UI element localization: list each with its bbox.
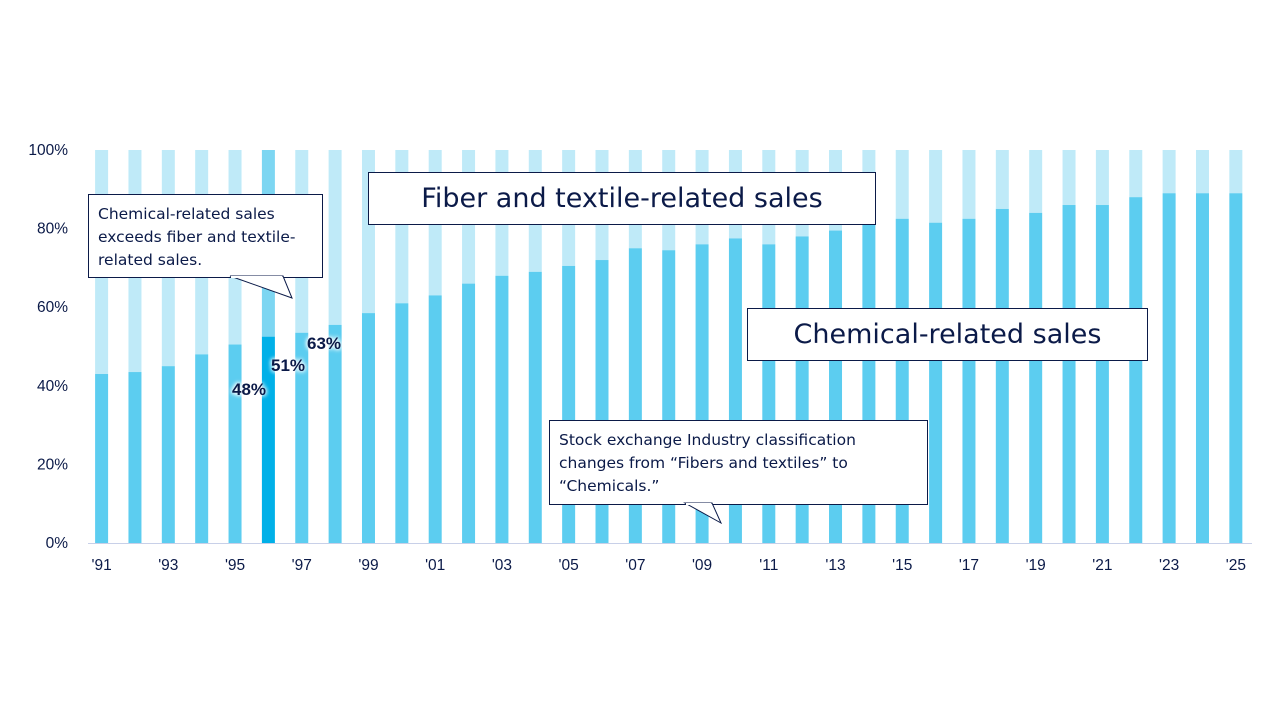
bar-chemical-20 (1062, 205, 1076, 543)
bar-chemical-24 (1195, 193, 1209, 544)
bar-chemical-00 (395, 303, 409, 543)
y-tick-label: 80% (37, 221, 68, 238)
bar-fiber-18 (995, 150, 1009, 209)
bar-chemical-19 (1029, 212, 1043, 543)
x-tick-label: '97 (292, 557, 312, 574)
bar-chemical-23 (1162, 193, 1176, 544)
bar-fiber-23 (1162, 150, 1176, 194)
x-tick-label: '15 (892, 557, 912, 574)
x-tick-label: '23 (1159, 557, 1179, 574)
bar-chemical-96 (261, 336, 275, 543)
y-tick-label: 40% (37, 378, 68, 395)
x-tick-label: '19 (1026, 557, 1046, 574)
bar-chemical-93 (161, 366, 175, 543)
bar-fiber-98 (328, 150, 342, 325)
y-tick-label: 20% (37, 456, 68, 473)
bar-chemical-04 (528, 271, 542, 543)
bar-chemical-94 (195, 354, 209, 543)
bar-chemical-91 (95, 374, 109, 543)
x-tick-label: '21 (1092, 557, 1112, 574)
bar-chemical-16 (929, 222, 943, 543)
x-tick-label: '03 (492, 557, 512, 574)
x-tick-label: '05 (559, 557, 579, 574)
bar-fiber-16 (929, 150, 943, 223)
bar-chemical-95 (228, 344, 242, 543)
x-tick-label: '07 (625, 557, 645, 574)
data-label-98: 63% (307, 334, 342, 353)
bar-fiber-22 (1129, 150, 1143, 198)
x-tick-label: '93 (158, 557, 178, 574)
bar-fiber-24 (1195, 150, 1209, 194)
bar-fiber-21 (1095, 150, 1109, 206)
bar-fiber-20 (1062, 150, 1076, 206)
bar-chemical-92 (128, 372, 142, 543)
bar-fiber-15 (895, 150, 909, 219)
x-tick-label: '25 (1226, 557, 1246, 574)
data-label-97: 51% (271, 356, 306, 375)
x-tick-label: '95 (225, 557, 245, 574)
bar-chemical-97 (295, 332, 309, 543)
x-tick-label: '13 (825, 557, 845, 574)
bar-chemical-01 (428, 295, 442, 543)
x-tick-label: '91 (91, 557, 111, 574)
x-tick-label: '01 (425, 557, 445, 574)
x-tick-label: '99 (358, 557, 378, 574)
bar-chemical-17 (962, 218, 976, 543)
label-fiber-textile-sales: Fiber and textile-related sales (368, 172, 876, 225)
y-tick-label: 60% (37, 299, 68, 316)
bar-fiber-17 (962, 150, 976, 219)
bar-chemical-02 (462, 283, 476, 543)
bar-chemical-99 (361, 313, 375, 543)
x-tick-label: '11 (759, 557, 778, 574)
bar-fiber-19 (1029, 150, 1043, 213)
bar-chemical-03 (495, 275, 509, 543)
y-tick-label: 0% (46, 535, 69, 552)
x-tick-label: '17 (959, 557, 979, 574)
x-tick-label: '09 (692, 557, 712, 574)
bar-chemical-22 (1129, 197, 1143, 543)
bar-chemical-25 (1229, 193, 1243, 544)
bar-chemical-21 (1095, 205, 1109, 543)
data-label-96: 48% (232, 380, 267, 399)
bar-chemical-18 (995, 208, 1009, 543)
bar-chemical-98 (328, 324, 342, 543)
callout-classification: Stock exchange Industry classification c… (549, 420, 928, 505)
callout-exceeds: Chemical-related sales exceeds fiber and… (88, 194, 323, 278)
bar-fiber-25 (1229, 150, 1243, 194)
y-tick-label: 100% (28, 142, 68, 159)
label-chemical-sales: Chemical-related sales (747, 308, 1148, 361)
